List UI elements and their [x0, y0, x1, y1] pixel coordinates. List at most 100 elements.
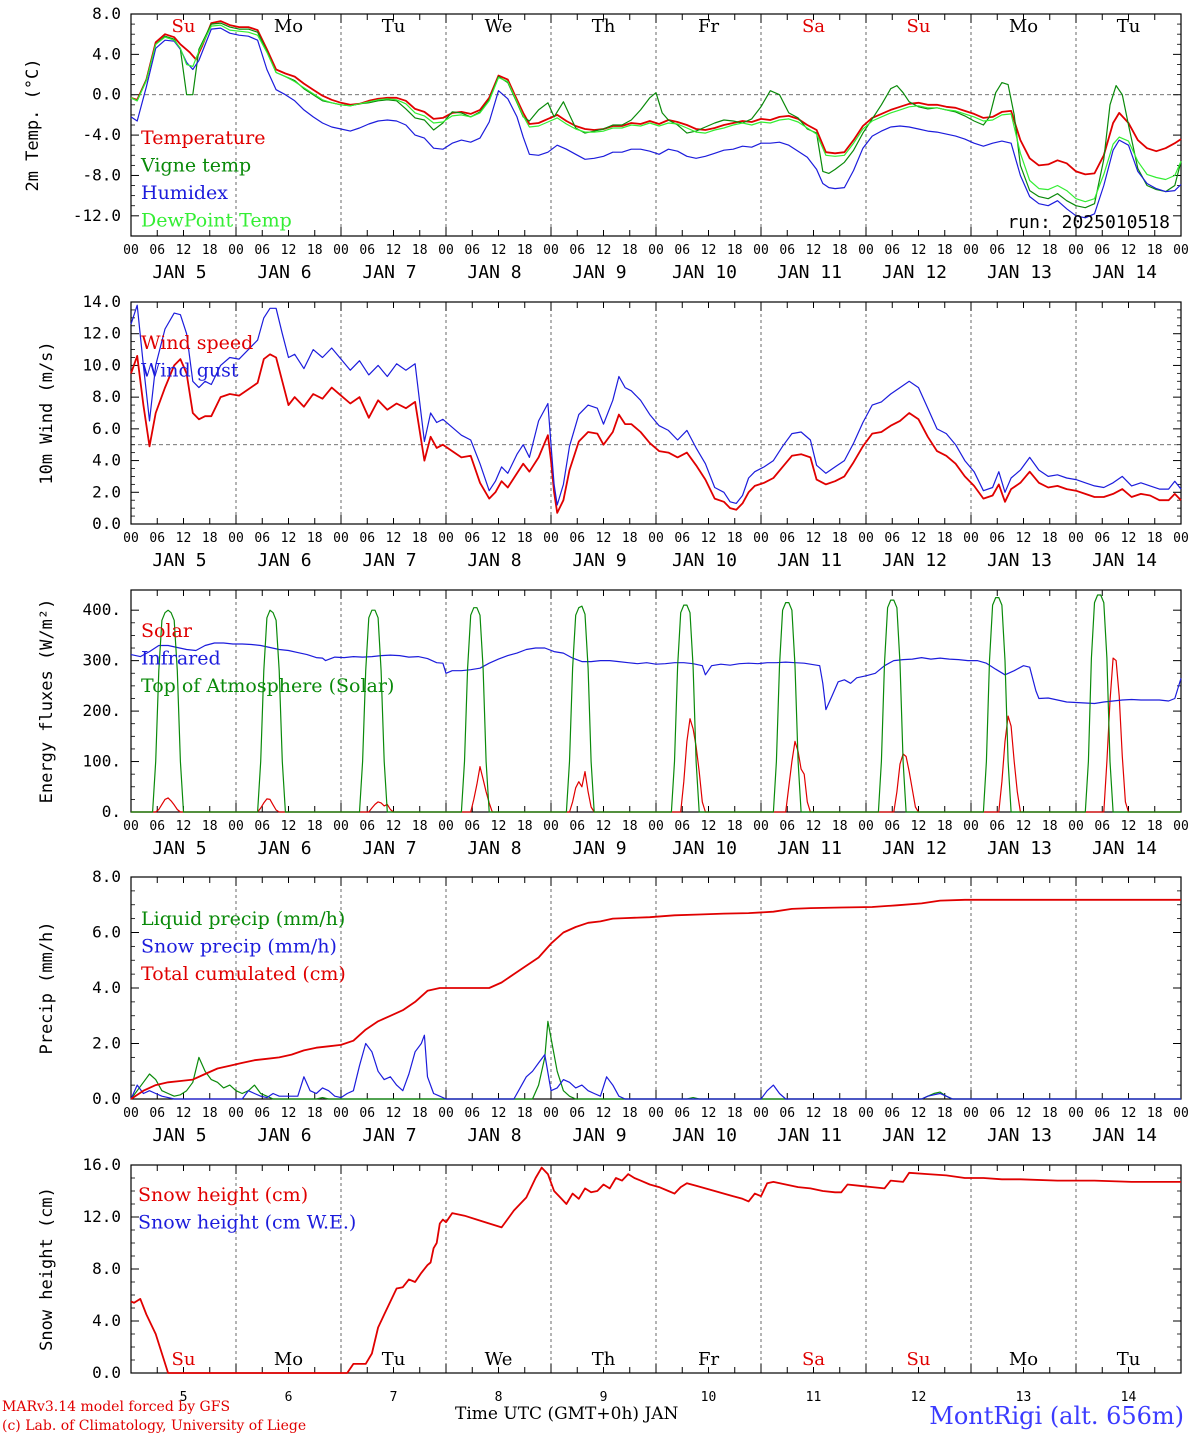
- x-date-label: JAN 5: [152, 838, 206, 859]
- x-hour-label: 06: [149, 819, 165, 834]
- day-name-label: We: [485, 16, 513, 37]
- x-hour-label: 00: [543, 531, 559, 546]
- x-date-label: JAN 6: [257, 262, 311, 283]
- x-hour-label: 18: [517, 243, 533, 258]
- x-date-label: JAN 13: [987, 838, 1052, 859]
- x-hour-label: 00: [1068, 243, 1084, 258]
- x-hour-label: 18: [727, 531, 743, 546]
- x-hour-label: 06: [359, 1106, 375, 1121]
- y-tick-label: 12.0: [82, 1207, 121, 1226]
- x-hour-label: 12: [176, 531, 192, 546]
- x-hour-label: 06: [359, 531, 375, 546]
- x-hour-label: 00: [228, 531, 244, 546]
- x-hour-label: 00: [1068, 819, 1084, 834]
- x-hour-label: 18: [1042, 1106, 1058, 1121]
- x-hour-label: 18: [727, 243, 743, 258]
- y-tick-label: -4.0: [82, 125, 121, 144]
- run-label: run: 2025010518: [1007, 212, 1170, 233]
- x-hour-label: 12: [701, 819, 717, 834]
- x-hour-label: 12: [806, 243, 822, 258]
- x-hour-label: 18: [412, 531, 428, 546]
- panel-flux: 400. 300. 200. 100. 0. Energy fluxes (W/m²) 00…: [37, 589, 1189, 859]
- day-name-label: Sa: [802, 1349, 825, 1370]
- x-hour-label: 06: [569, 243, 585, 258]
- series-line-snow-precip-mm-h-: [130, 1034, 1181, 1100]
- x-date-label: JAN 9: [572, 262, 626, 283]
- series-line-temperature: [130, 20, 1182, 176]
- x-hour-label: 00: [438, 243, 454, 258]
- series-line-vigne-temp: [130, 22, 1182, 209]
- x-hour-label: 00: [333, 243, 349, 258]
- x-hour-label: 00: [648, 819, 664, 834]
- x-hour-label: 12: [596, 531, 612, 546]
- panel-precip: 8.0 6.0 4.0 2.0 0.0 Precip (mm/h) 00 06 12 18 JAN …: [37, 867, 1189, 1146]
- x-date-label: JAN 11: [777, 838, 842, 859]
- x-date-label: JAN 14: [1092, 550, 1157, 571]
- x-hour-label: 06: [254, 531, 270, 546]
- x-hour-label: 12: [1016, 1106, 1032, 1121]
- x-hour-label: 06: [674, 243, 690, 258]
- x-hour-label: 06: [674, 819, 690, 834]
- x-hour-label: 18: [1147, 531, 1163, 546]
- y-tick-label: 2.0: [92, 1034, 121, 1053]
- y-tick-label: -12.0: [73, 206, 121, 225]
- x-date-label: JAN 5: [152, 262, 206, 283]
- x-hour-label: 06: [1094, 819, 1110, 834]
- day-name-label: Mo: [1009, 1349, 1038, 1370]
- x-hour-label: 00: [1173, 243, 1189, 258]
- x-hour-label: 06: [149, 1106, 165, 1121]
- x-date-label: JAN 13: [987, 1125, 1052, 1146]
- x-date-label: JAN 11: [777, 262, 842, 283]
- series-line-wind-speed: [130, 353, 1182, 514]
- x-hour-label: 12: [386, 1106, 402, 1121]
- y-tick-label: 14.0: [82, 292, 121, 311]
- x-hour-label: 12: [806, 531, 822, 546]
- x-day-number: 10: [701, 1390, 717, 1405]
- y-tick-label: 8.0: [92, 1259, 121, 1278]
- x-day-number: 8: [495, 1390, 503, 1405]
- x-hour-label: 00: [858, 243, 874, 258]
- x-hour-label: 06: [464, 531, 480, 546]
- y-tick-label: 10.0: [82, 355, 121, 374]
- x-hour-label: 06: [674, 531, 690, 546]
- x-hour-label: 00: [753, 1106, 769, 1121]
- x-hour-label: 00: [753, 243, 769, 258]
- x-hour-label: 12: [701, 1106, 717, 1121]
- x-hour-label: 12: [806, 819, 822, 834]
- x-hour-label: 00: [648, 243, 664, 258]
- y-tick-label: 0.0: [92, 514, 121, 533]
- x-hour-label: 06: [779, 1106, 795, 1121]
- x-date-label: JAN 7: [362, 262, 416, 283]
- x-hour-label: 12: [386, 531, 402, 546]
- x-hour-label: 00: [858, 531, 874, 546]
- y-tick-label: 12.0: [82, 324, 121, 343]
- x-hour-label: 06: [254, 819, 270, 834]
- y-tick-label: 4.0: [92, 978, 121, 997]
- series-line-dewpoint-temp: [130, 24, 1182, 203]
- x-hour-label: 06: [1094, 243, 1110, 258]
- x-date-label: JAN 14: [1092, 262, 1157, 283]
- x-hour-label: 06: [464, 819, 480, 834]
- x-hour-label: 18: [832, 819, 848, 834]
- y-tick-label: -8.0: [82, 165, 121, 184]
- series-line-wind-gust: [130, 304, 1182, 506]
- day-name-label: Mo: [274, 1349, 303, 1370]
- y-tick-label: 16.0: [82, 1155, 121, 1174]
- x-hour-label: 00: [543, 819, 559, 834]
- x-date-label: JAN 8: [467, 1125, 521, 1146]
- x-date-label: JAN 6: [257, 838, 311, 859]
- x-hour-label: 12: [1121, 243, 1137, 258]
- y-tick-label: 8.0: [92, 867, 121, 886]
- x-hour-label: 00: [1173, 819, 1189, 834]
- x-hour-label: 12: [281, 243, 297, 258]
- x-hour-label: 18: [202, 531, 218, 546]
- x-hour-label: 18: [727, 819, 743, 834]
- x-date-label: JAN 9: [572, 838, 626, 859]
- legend-entry: DewPoint Temp: [141, 210, 292, 232]
- x-hour-label: 12: [386, 819, 402, 834]
- x-hour-label: 12: [1016, 243, 1032, 258]
- x-hour-label: 12: [911, 819, 927, 834]
- series-line-top-of-atmosphere-solar-: [131, 594, 1181, 813]
- x-hour-label: 18: [202, 1106, 218, 1121]
- legend-entry: Snow height (cm): [138, 1184, 308, 1206]
